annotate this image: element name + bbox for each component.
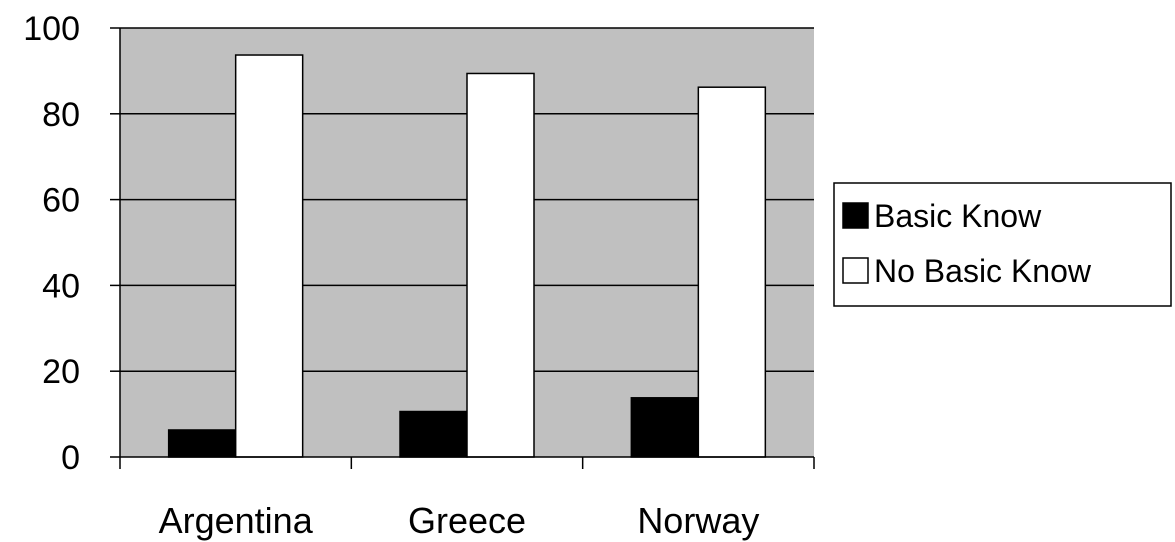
bars: [167, 54, 767, 458]
x-tick-labels: Argentina Greece Norway: [159, 500, 760, 541]
bar-basic-know-argentina: [167, 429, 237, 458]
y-tick-label: 60: [42, 182, 80, 220]
bar-basic-know-norway: [630, 397, 700, 458]
legend-swatch: [842, 257, 869, 284]
y-tick-labels: 0 20 40 60 80 100: [23, 10, 80, 477]
y-tick-label: 20: [42, 353, 80, 391]
x-tick-label: Norway: [637, 500, 759, 541]
axes: [110, 27, 815, 469]
y-tick-label: 0: [61, 439, 80, 477]
y-tick-label: 80: [42, 96, 80, 134]
y-tick-label: 100: [23, 10, 80, 48]
legend-swatch: [842, 202, 869, 229]
legend-label: Basic Know: [874, 198, 1042, 234]
x-tick-label: Argentina: [159, 500, 314, 541]
bar-no-basic-know-greece: [466, 72, 535, 458]
bar-basic-know-greece: [399, 410, 468, 458]
legend: Basic Know No Basic Know: [833, 182, 1172, 307]
legend-box: [833, 182, 1172, 307]
bar-no-basic-know-norway: [697, 86, 767, 458]
x-tick-label: Greece: [408, 500, 526, 541]
y-tick-label: 40: [42, 267, 80, 305]
bar-no-basic-know-argentina: [234, 54, 304, 458]
legend-label: No Basic Know: [874, 253, 1092, 289]
